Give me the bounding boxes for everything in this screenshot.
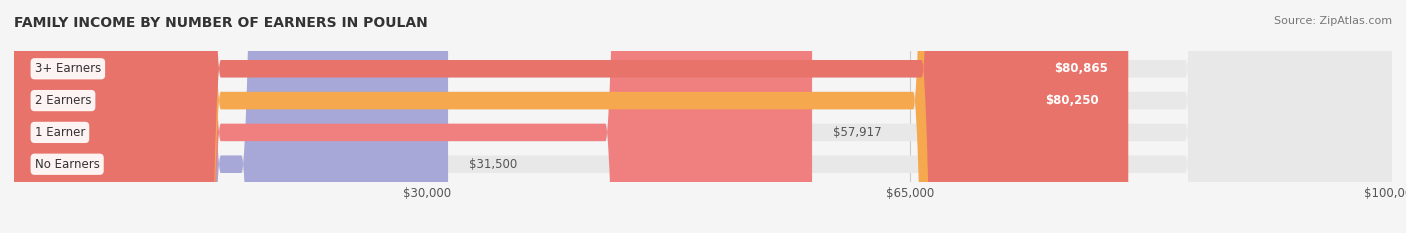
- FancyBboxPatch shape: [14, 0, 1392, 233]
- Text: 2 Earners: 2 Earners: [35, 94, 91, 107]
- FancyBboxPatch shape: [14, 0, 1119, 233]
- Text: FAMILY INCOME BY NUMBER OF EARNERS IN POULAN: FAMILY INCOME BY NUMBER OF EARNERS IN PO…: [14, 16, 427, 30]
- Text: $80,865: $80,865: [1053, 62, 1108, 75]
- Text: $80,250: $80,250: [1046, 94, 1099, 107]
- FancyBboxPatch shape: [14, 0, 449, 233]
- Text: 1 Earner: 1 Earner: [35, 126, 86, 139]
- Text: $57,917: $57,917: [832, 126, 882, 139]
- Text: No Earners: No Earners: [35, 158, 100, 171]
- FancyBboxPatch shape: [14, 0, 1392, 233]
- FancyBboxPatch shape: [14, 0, 1392, 233]
- FancyBboxPatch shape: [14, 0, 1128, 233]
- Text: Source: ZipAtlas.com: Source: ZipAtlas.com: [1274, 16, 1392, 26]
- Text: 3+ Earners: 3+ Earners: [35, 62, 101, 75]
- FancyBboxPatch shape: [14, 0, 1392, 233]
- Text: $31,500: $31,500: [468, 158, 517, 171]
- FancyBboxPatch shape: [14, 0, 813, 233]
